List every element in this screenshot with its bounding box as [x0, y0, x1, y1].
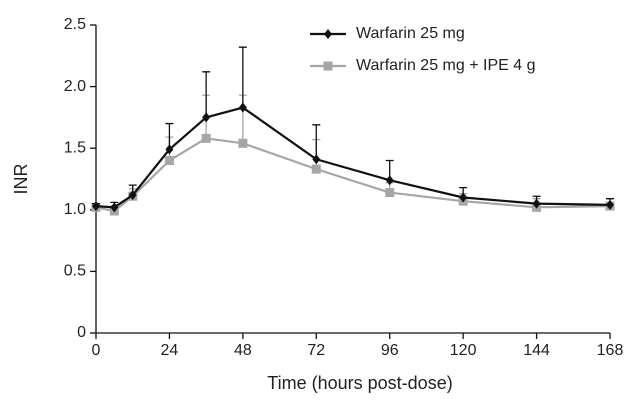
x-tick-label: 144 — [523, 342, 550, 359]
marker — [385, 175, 394, 186]
x-tick-label: 96 — [381, 342, 399, 359]
marker — [202, 112, 211, 123]
x-tick-label: 48 — [234, 342, 252, 359]
y-tick-label: 1.0 — [64, 201, 86, 218]
legend-label: Warfarin 25 mg — [356, 25, 465, 42]
marker — [311, 164, 321, 174]
y-tick-label: 2.5 — [64, 16, 86, 33]
marker — [164, 156, 174, 166]
marker — [324, 29, 332, 39]
marker — [238, 102, 247, 113]
x-tick-label: 0 — [92, 342, 101, 359]
marker — [110, 202, 119, 213]
marker — [459, 192, 468, 203]
y-tick-label: 0 — [77, 324, 86, 341]
marker — [312, 154, 321, 165]
error-bar — [312, 124, 321, 160]
error-bar — [202, 71, 211, 118]
error-bar — [238, 46, 247, 108]
marker — [92, 201, 100, 212]
marker — [606, 199, 614, 210]
marker — [532, 198, 541, 209]
x-tick-label: 120 — [450, 342, 477, 359]
marker — [385, 188, 395, 198]
x-tick-label: 168 — [597, 342, 624, 359]
marker — [201, 133, 211, 143]
marker — [323, 61, 333, 71]
y-axis-label: INR — [11, 164, 31, 195]
x-tick-label: 24 — [161, 342, 179, 359]
marker — [128, 190, 137, 201]
legend-label: Warfarin 25 mg + IPE 4 g — [356, 57, 535, 74]
marker — [238, 138, 248, 148]
x-tick-label: 72 — [307, 342, 325, 359]
y-tick-label: 2.0 — [64, 78, 86, 95]
marker — [165, 144, 174, 155]
y-tick-label: 1.5 — [64, 139, 86, 156]
y-tick-label: 0.5 — [64, 263, 86, 280]
x-axis-label: Time (hours post-dose) — [267, 373, 452, 393]
